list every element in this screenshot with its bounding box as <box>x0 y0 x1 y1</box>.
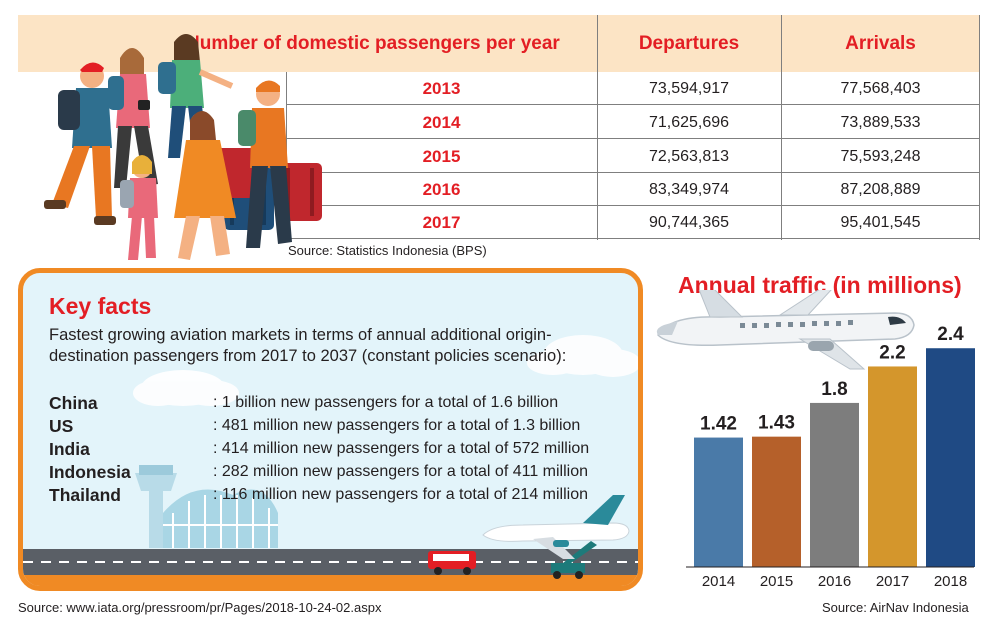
bar-2014 <box>694 437 743 567</box>
control-tower-icon <box>135 465 177 548</box>
table-row: 2015 72,563,813 75,593,248 <box>286 140 980 173</box>
bar-value-label: 2.2 <box>879 342 905 363</box>
table-row: 2017 90,744,365 95,401,545 <box>286 206 980 239</box>
departures-cell: 83,349,974 <box>648 181 730 198</box>
year-cell: 2014 <box>422 113 461 132</box>
chart-source: Source: AirNav Indonesia <box>822 600 969 615</box>
bar-2016 <box>810 402 859 567</box>
year-cell: 2016 <box>422 180 461 199</box>
key-facts-intro: Fastest growing aviation markets in term… <box>49 326 567 365</box>
arrivals-header: Arrivals <box>845 33 916 54</box>
arrivals-cell: 77,568,403 <box>840 80 921 97</box>
airport-bus-icon <box>428 551 476 575</box>
table-source: Source: Statistics Indonesia (BPS) <box>288 243 487 258</box>
cloud-icon <box>527 335 638 377</box>
fact-country: Indonesia <box>49 462 131 482</box>
traveler-woman-icon <box>174 111 236 260</box>
fact-detail: : 116 million new passengers for a total… <box>213 486 589 503</box>
airplane-icon <box>656 290 915 370</box>
airport-scene <box>23 335 638 586</box>
fact-detail: : 414 million new passengers for a total… <box>213 440 590 457</box>
fact-item: US : 481 million new passengers for a to… <box>49 416 638 438</box>
annual-traffic-chart: 1.42 1.43 1.8 2.2 2.4 2014 2015 2016 2017 2018 <box>656 290 975 590</box>
fact-item: China : 1 billion new passengers for a t… <box>49 393 638 415</box>
fact-detail: : 1 billion new passengers for a total o… <box>213 394 559 411</box>
table-row: 2014 71,625,696 73,889,533 <box>286 106 980 139</box>
fact-item: Thailand : 116 million new passengers fo… <box>49 485 638 507</box>
x-tick-label: 2014 <box>702 573 735 590</box>
cloud-icon <box>133 370 239 406</box>
travelers-illustration <box>44 34 322 260</box>
bar-value-label: 2.4 <box>937 324 964 345</box>
column-divider <box>781 15 782 240</box>
year-cell: 2015 <box>422 147 461 166</box>
departures-cell: 71,625,696 <box>648 114 730 131</box>
bar-value-label: 1.8 <box>821 379 847 400</box>
bar-value-label: 1.42 <box>700 414 737 435</box>
table-title: Number of domestic passengers per year <box>186 33 560 54</box>
x-tick-label: 2015 <box>760 573 793 590</box>
departures-cell: 72,563,813 <box>648 148 730 165</box>
departures-cell: 73,594,917 <box>648 80 730 97</box>
x-tick-labels: 2014 2015 2016 2017 2018 <box>702 573 967 590</box>
fact-item: Indonesia : 282 million new passengers f… <box>49 462 638 484</box>
bar-value-label: 1.43 <box>758 413 795 434</box>
fact-country: US <box>49 416 74 436</box>
x-tick-label: 2016 <box>818 573 851 590</box>
small-airplane-icon <box>482 495 630 559</box>
departures-header: Departures <box>638 33 740 54</box>
traveler-man-icon <box>44 62 116 225</box>
x-tick-label: 2018 <box>934 573 967 590</box>
fact-detail: : 481 million new passengers for a total… <box>213 417 581 434</box>
departures-cell: 90,744,365 <box>648 214 730 231</box>
traveler-man-icon <box>238 80 292 248</box>
column-divider <box>597 15 598 240</box>
fact-country: India <box>49 439 90 459</box>
terminal-building-icon <box>163 489 278 548</box>
fact-country: Thailand <box>49 485 121 505</box>
traveler-woman-icon <box>108 48 158 188</box>
fact-country: China <box>49 393 98 413</box>
fact-item: India : 414 million new passengers for a… <box>49 439 638 461</box>
traveler-child-icon <box>120 155 158 260</box>
year-cell: 2013 <box>422 79 461 98</box>
x-tick-label: 2017 <box>876 573 909 590</box>
arrivals-cell: 87,208,889 <box>840 181 921 198</box>
bars-group: 1.42 1.43 1.8 2.2 2.4 <box>694 324 975 567</box>
key-facts-panel: Key facts Fastest growing aviation marke… <box>18 268 643 591</box>
arrivals-cell: 95,401,545 <box>840 214 921 231</box>
key-facts-title: Key facts <box>49 293 152 319</box>
arrivals-cell: 73,889,533 <box>840 114 921 131</box>
bar-2015 <box>752 436 801 567</box>
bar-2018 <box>926 348 975 567</box>
column-divider <box>979 15 980 240</box>
bar-2017 <box>868 366 917 567</box>
table-row: 2016 83,349,974 87,208,889 <box>286 173 980 206</box>
arrivals-cell: 75,593,248 <box>840 148 921 165</box>
fact-detail: : 282 million new passengers for a total… <box>213 463 589 480</box>
year-cell: 2017 <box>422 213 461 232</box>
iata-source: Source: www.iata.org/pressroom/pr/Pages/… <box>18 600 382 615</box>
table-row: 2013 73,594,917 77,568,403 <box>286 72 980 105</box>
